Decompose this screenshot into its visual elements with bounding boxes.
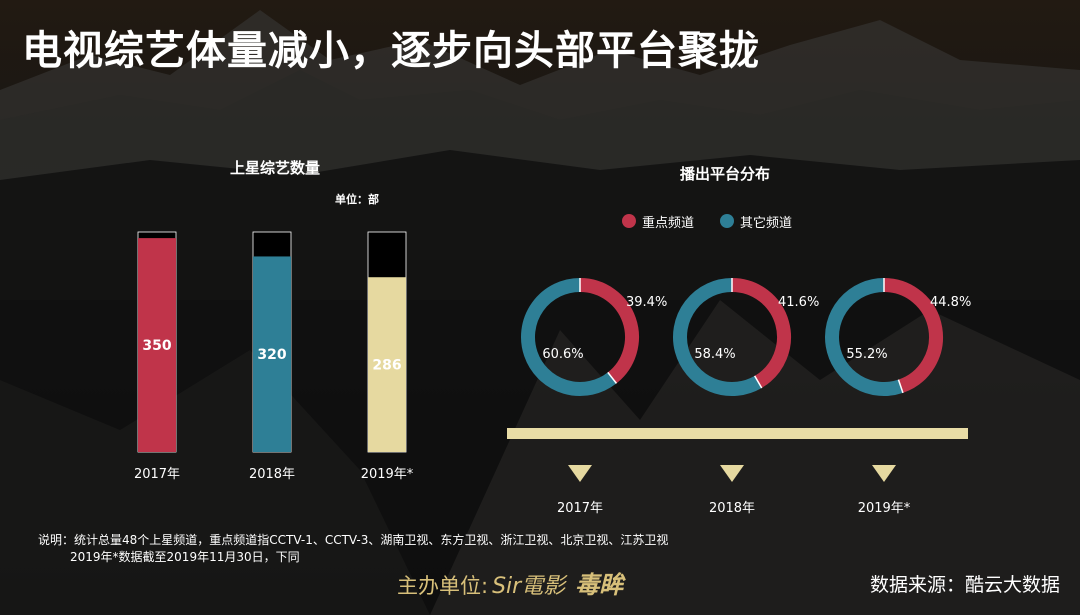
footnote-line-1: 说明：统计总量48个上星频道，重点频道指CCTV-1、CCTV-3、湖南卫视、东… xyxy=(38,533,669,547)
donut-year-label: 2017年 xyxy=(557,501,603,516)
donut-label-key-channels: 44.8% xyxy=(930,295,971,310)
down-arrow-icon xyxy=(872,465,896,482)
bar-category-label: 2019年* xyxy=(361,467,414,482)
donut-label-key-channels: 39.4% xyxy=(626,295,667,310)
donut-label-other-channels: 60.6% xyxy=(542,347,583,362)
donut-chart-title: 播出平台分布 xyxy=(679,165,770,183)
page-title: 电视综艺体量减小，逐步向头部平台聚拢 xyxy=(22,28,760,74)
bar-value-label: 286 xyxy=(372,358,401,374)
donut-legend: 重点频道 其它频道 xyxy=(622,211,842,231)
donut-label-key-channels: 41.6% xyxy=(778,295,819,310)
donut-slice-key-channels xyxy=(579,278,639,384)
bar xyxy=(368,277,406,452)
bar-category-label: 2017年 xyxy=(134,467,180,482)
bar-chart-title: 上星综艺数量 xyxy=(229,159,320,177)
bar-chart-unit: 单位：部 xyxy=(335,193,379,206)
sponsor: 主办单位: Sir電影 毒眸 xyxy=(397,565,623,600)
bar-value-label: 350 xyxy=(142,338,171,354)
donut-divider xyxy=(607,371,618,384)
donut-slice-other-channels xyxy=(521,278,617,396)
legend-label-key-channels: 重点频道 xyxy=(642,215,695,231)
donut-year-label: 2018年 xyxy=(709,501,755,516)
donut-slice-other-channels xyxy=(673,278,762,396)
bar-category-label: 2018年 xyxy=(249,467,295,482)
sponsor-logo-dumou: 毒眸 xyxy=(575,571,624,599)
legend-item-other-channels: 其它频道 xyxy=(720,212,792,231)
sponsor-logo-sir: Sir電影 xyxy=(492,574,566,599)
donut-slice-other-channels xyxy=(825,278,903,396)
down-arrow-icon xyxy=(568,465,592,482)
donut-divider xyxy=(897,379,904,394)
donut-label-other-channels: 55.2% xyxy=(846,347,887,362)
bar xyxy=(138,238,176,452)
legend-swatch-red xyxy=(622,214,636,228)
donut-year-label: 2019年* xyxy=(858,501,911,516)
bar-value-label: 320 xyxy=(257,347,286,363)
footnote: 说明：统计总量48个上星频道，重点频道指CCTV-1、CCTV-3、湖南卫视、东… xyxy=(38,532,668,566)
bar xyxy=(253,256,291,452)
legend-item-key-channels: 重点频道 xyxy=(622,212,694,231)
legend-swatch-teal xyxy=(720,214,735,228)
donut-divider xyxy=(754,375,763,389)
donut-slice-key-channels xyxy=(883,278,943,393)
data-source: 数据来源：酷云大数据 xyxy=(869,574,1060,596)
timeline-bar xyxy=(507,428,968,439)
footnote-line-2: 2019年*数据截至2019年11月30日，下同 xyxy=(70,550,300,564)
down-arrow-icon xyxy=(720,465,744,482)
donut-label-other-channels: 58.4% xyxy=(694,347,735,362)
legend-label-other-channels: 其它频道 xyxy=(740,215,793,231)
donut-slice-key-channels xyxy=(731,278,791,388)
sponsor-label: 主办单位: xyxy=(397,574,489,598)
